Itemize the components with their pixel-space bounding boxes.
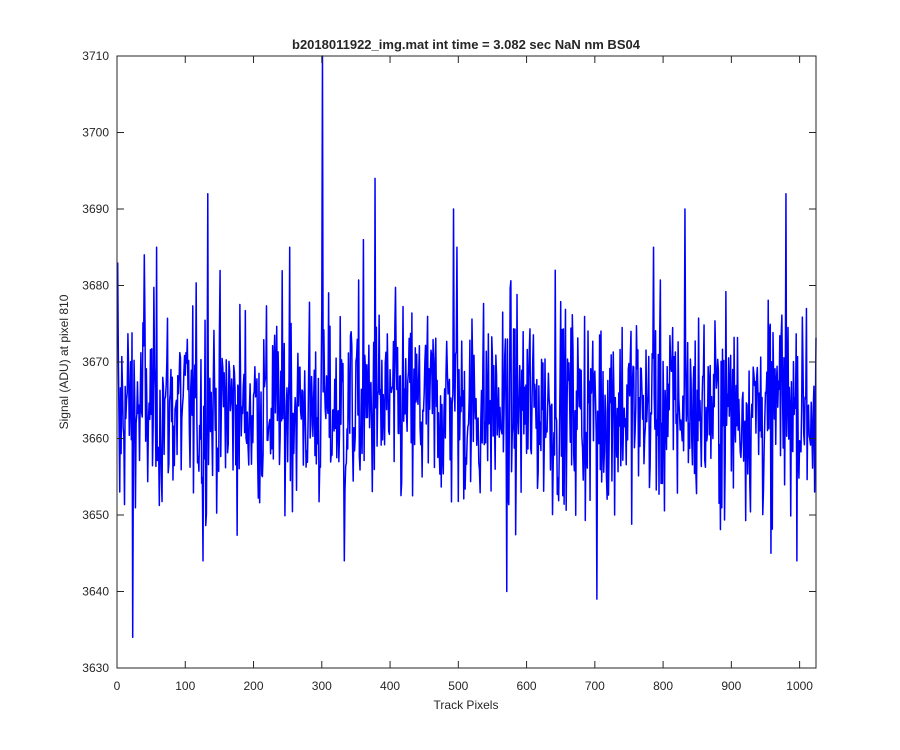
signal-series-line bbox=[116, 55, 817, 639]
x-tick-label: 200 bbox=[244, 679, 264, 693]
y-tick-label: 3680 bbox=[82, 279, 109, 293]
x-tick-label: 300 bbox=[312, 679, 332, 693]
series-layer bbox=[116, 55, 817, 639]
ticks-layer: 0 100 200 300 400 500 600 700 800 900 1000 3630 3640… bbox=[82, 49, 816, 693]
y-axis-label: Signal (ADU) at pixel 810 bbox=[57, 294, 71, 429]
x-tick-label: 500 bbox=[448, 679, 468, 693]
y-tick-label: 3710 bbox=[82, 49, 109, 63]
x-tick-label: 0 bbox=[114, 679, 121, 693]
y-tick-label: 3700 bbox=[82, 126, 109, 140]
x-tick-label: 700 bbox=[585, 679, 605, 693]
x-tick-label: 800 bbox=[653, 679, 673, 693]
y-tick-label: 3660 bbox=[82, 432, 109, 446]
chart-title: b2018011922_img.mat int time = 3.082 sec… bbox=[292, 37, 641, 52]
y-tick-label: 3670 bbox=[82, 355, 109, 369]
y-tick-label: 3640 bbox=[82, 585, 109, 599]
y-tick-label: 3690 bbox=[82, 202, 109, 216]
x-tick-label: 600 bbox=[517, 679, 537, 693]
y-tick-label: 3650 bbox=[82, 508, 109, 522]
x-tick-label: 1000 bbox=[786, 679, 813, 693]
x-axis-label: Track Pixels bbox=[434, 698, 499, 712]
x-tick-label: 400 bbox=[380, 679, 400, 693]
x-tick-label: 100 bbox=[175, 679, 195, 693]
y-tick-label: 3630 bbox=[82, 661, 109, 675]
x-tick-label: 900 bbox=[721, 679, 741, 693]
